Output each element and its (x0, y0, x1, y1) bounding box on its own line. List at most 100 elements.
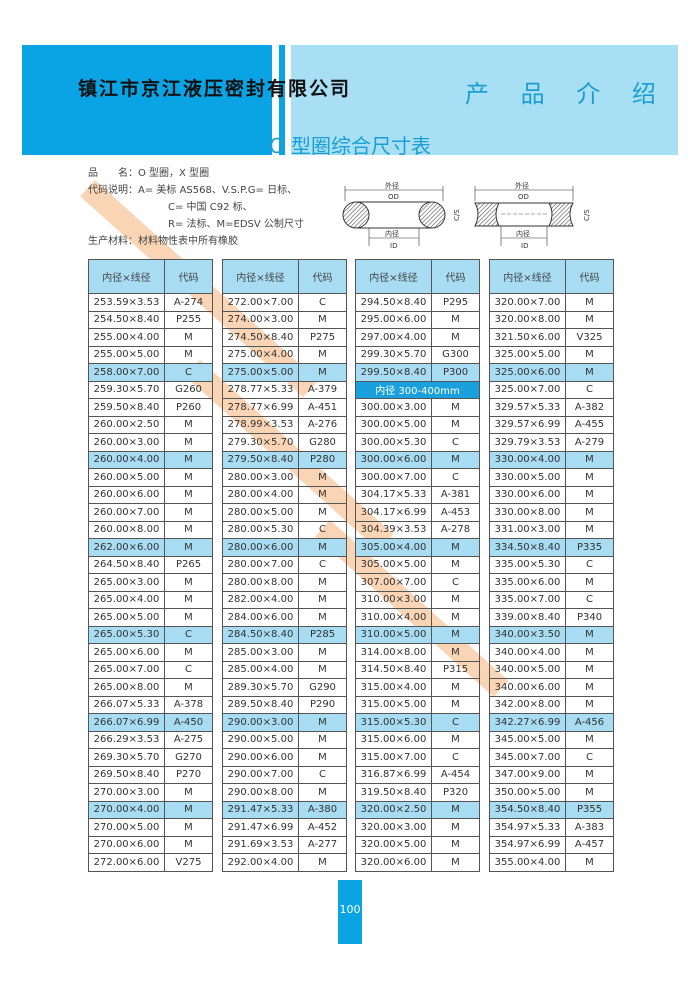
table-row: 282.00×4.00 M (222, 590, 347, 609)
size-cell: 335.00×5.30 (489, 555, 566, 574)
size-cell: 270.00×6.00 (88, 835, 165, 854)
code-cell: A-279 (565, 433, 614, 452)
table-row: 274.00×3.00 M (222, 310, 347, 329)
table-row: 262.00×6.00 M (88, 538, 213, 557)
size-cell: 290.00×5.00 (222, 730, 299, 749)
header-band-dark (22, 45, 272, 155)
code-cell: M (164, 573, 213, 592)
size-cell: 280.00×7.00 (222, 555, 299, 574)
column-header-size: 内径×线径 (222, 259, 299, 294)
table-row: 270.00×5.00 M (88, 818, 213, 837)
table-row: 259.30×5.70 G260 (88, 380, 213, 399)
code-cell: M (431, 608, 480, 627)
code-cell: M (565, 730, 614, 749)
table-row: 253.59×3.53 A-274 (88, 293, 213, 312)
table-row: 300.00×5.00 M (355, 415, 480, 434)
table-row: 320.00×7.00 M (489, 293, 614, 312)
column-header-size: 内径×线径 (489, 259, 566, 294)
table-row: 275.00×4.00 M (222, 345, 347, 364)
code-cell: P320 (431, 783, 480, 802)
code-cell: A-277 (298, 835, 347, 854)
table-row: 279.30×5.70 G280 (222, 433, 347, 452)
size-cell: 319.50×8.40 (355, 783, 432, 802)
code-cell: M (431, 695, 480, 714)
code-cell: P290 (298, 695, 347, 714)
size-cell: 264.50×8.40 (88, 555, 165, 574)
table-row: 342.27×6.99 A-456 (489, 713, 614, 732)
table-row: 340.00×4.00 M (489, 643, 614, 662)
code-cell: P300 (431, 363, 480, 382)
code-cell: M (565, 765, 614, 784)
table-row: 297.00×4.00 M (355, 328, 480, 347)
column-header-code: 代码 (431, 259, 480, 294)
size-cell: 295.00×6.00 (355, 310, 432, 329)
table-row: 329.57×5.33 A-382 (489, 398, 614, 417)
code-cell: G260 (164, 380, 213, 399)
size-cell: 260.00×3.00 (88, 433, 165, 452)
table-row: 299.30×5.70 G300 (355, 345, 480, 364)
size-cell: 300.00×3.00 (355, 398, 432, 417)
code-cell: M (431, 415, 480, 434)
table-row: 289.50×8.40 P290 (222, 695, 347, 714)
size-cell: 340.00×5.00 (489, 660, 566, 679)
size-cell: 291.47×6.99 (222, 818, 299, 837)
column-header-code: 代码 (164, 259, 213, 294)
code-cell: A-275 (164, 730, 213, 749)
code-cell: M (298, 573, 347, 592)
table-row: 255.00×5.00 M (88, 345, 213, 364)
size-cell: 265.00×3.00 (88, 573, 165, 592)
table-header: 内径×线径 代码 (355, 259, 480, 294)
size-cell: 266.07×5.33 (88, 695, 165, 714)
size-cell: 331.00×3.00 (489, 520, 566, 539)
code-cell: M (298, 660, 347, 679)
code-cell: A-380 (298, 800, 347, 819)
size-cell: 310.00×5.00 (355, 625, 432, 644)
size-cell: 300.00×5.00 (355, 415, 432, 434)
code-cell: M (164, 643, 213, 662)
size-cell: 330.00×5.00 (489, 468, 566, 487)
size-cell: 320.00×7.00 (489, 293, 566, 312)
code-cell: A-278 (431, 520, 480, 539)
table-row: 266.29×3.53 A-275 (88, 730, 213, 749)
table-row: 342.00×8.00 M (489, 695, 614, 714)
product-name: 品 名：O 型圈，X 型圈 (88, 168, 210, 179)
code-cell: A-382 (565, 398, 614, 417)
cs-label: C/S (453, 209, 461, 221)
size-cell: 272.00×6.00 (88, 853, 165, 872)
size-cell: 258.00×7.00 (88, 363, 165, 382)
table-row: 285.00×4.00 M (222, 660, 347, 679)
header-band-stripe (279, 45, 285, 155)
table-row: 265.00×5.00 M (88, 608, 213, 627)
code-cell: M (431, 450, 480, 469)
x-ring-drawing: 外径 OD 内径 ID C/S (474, 181, 591, 250)
code-cell: A-274 (164, 293, 213, 312)
size-cell: 299.50×8.40 (355, 363, 432, 382)
code-cell: M (431, 643, 480, 662)
code-cell: C (298, 293, 347, 312)
od-label: OD (388, 193, 399, 201)
od-label: OD (518, 193, 529, 201)
code-cell: M (164, 818, 213, 837)
table-row: 330.00×4.00 M (489, 450, 614, 469)
size-cell: 290.00×6.00 (222, 748, 299, 767)
code-cell: M (565, 573, 614, 592)
code-cell: M (431, 818, 480, 837)
code-cell: M (565, 520, 614, 539)
size-cell: 290.00×3.00 (222, 713, 299, 732)
id-label-cn: 内径 (516, 229, 530, 238)
size-cell: 342.00×8.00 (489, 695, 566, 714)
table-row: 319.50×8.40 P320 (355, 783, 480, 802)
table-row: 254.50×8.40 P255 (88, 310, 213, 329)
size-cell: 260.00×8.00 (88, 520, 165, 539)
table-row: 320.00×5.00 M (355, 835, 480, 854)
size-cell: 292.00×4.00 (222, 853, 299, 872)
size-cell: 329.57×6.99 (489, 415, 566, 434)
table-row: 284.50×8.40 P285 (222, 625, 347, 644)
size-cell: 265.00×8.00 (88, 678, 165, 697)
code-cell: M (164, 520, 213, 539)
code-description: 代码说明：A= 美标 AS568、V.S.P.G= 日标、 (88, 185, 298, 196)
code-cell: M (164, 433, 213, 452)
table-row: 285.00×3.00 M (222, 643, 347, 662)
size-cell: 354.97×6.99 (489, 835, 566, 854)
size-cell: 260.00×5.00 (88, 468, 165, 487)
